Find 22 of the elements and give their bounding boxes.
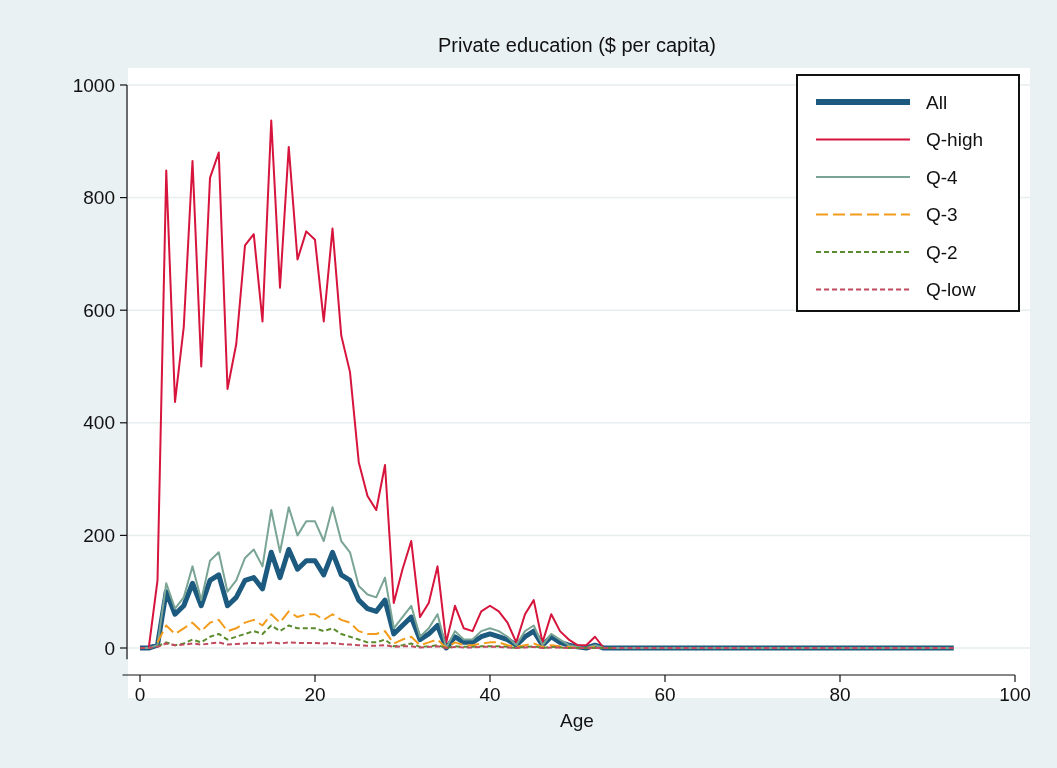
line-series	[156, 610, 596, 649]
y-tick-label: 800	[83, 187, 115, 209]
y-tick-label: 200	[83, 525, 115, 547]
line-series	[156, 624, 614, 649]
legend-label: All	[926, 91, 948, 113]
y-tick-label: 1000	[72, 74, 115, 96]
x-tick-label: 100	[999, 684, 1031, 705]
x-tick-label: 20	[304, 684, 326, 705]
x-tick-label: 60	[654, 684, 676, 705]
x-tick-label: 40	[479, 684, 501, 705]
x-axis-title: Age	[560, 710, 594, 731]
y-tick-label: 0	[104, 637, 115, 659]
y-tick-label: 600	[83, 299, 115, 321]
y-tick-label: 400	[83, 412, 115, 434]
x-tick-label: 0	[134, 684, 146, 705]
legend-label: Q-4	[926, 166, 959, 188]
chart-title: Private education ($ per capita)	[438, 34, 716, 56]
legend-label: Q-3	[926, 204, 958, 226]
legend-label: Q-2	[926, 241, 958, 263]
legend-label: Q-high	[926, 129, 984, 151]
x-tick-label: 80	[829, 684, 851, 705]
legend-label: Q-low	[926, 279, 976, 301]
